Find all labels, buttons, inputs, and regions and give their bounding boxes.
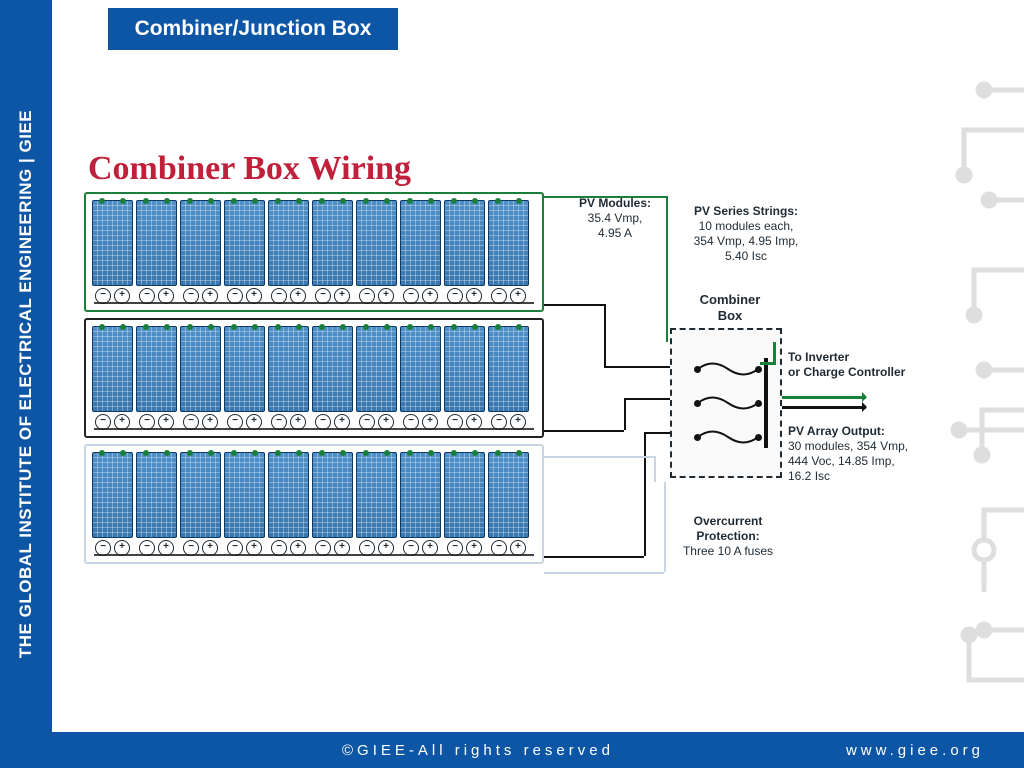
brand-sidebar-text: THE GLOBAL INSTITUTE OF ELECTRICAL ENGIN… — [16, 110, 36, 658]
pv-panel-icon — [444, 326, 485, 412]
annotation-heading: PV Array Output: — [788, 424, 948, 439]
output-wire-negative-icon — [782, 406, 866, 409]
pv-panel-icon — [136, 200, 177, 286]
annotation-heading2: Protection: — [658, 529, 798, 544]
slide-banner-title: Combiner/Junction Box — [135, 17, 372, 41]
pv-panel-icon — [180, 326, 221, 412]
annotation-line: Three 10 A fuses — [683, 544, 773, 558]
wire-icon — [604, 366, 670, 368]
wire-icon — [654, 456, 656, 482]
fuse-icon — [696, 362, 760, 376]
pv-panel-icon — [268, 326, 309, 412]
wire-icon — [544, 430, 624, 432]
pv-string-row — [88, 196, 540, 308]
annotation-pv-strings: PV Series Strings: 10 modules each, 354 … — [676, 204, 816, 264]
brand-sidebar: THE GLOBAL INSTITUTE OF ELECTRICAL ENGIN… — [0, 0, 52, 768]
pv-panel-icon — [356, 326, 397, 412]
pv-panel-icon — [224, 200, 265, 286]
pv-panel-icon — [224, 452, 265, 538]
fuse-icon — [696, 430, 760, 444]
slide-banner: Combiner/Junction Box — [108, 8, 398, 50]
combiner-label-line2: Box — [670, 308, 790, 324]
series-wire-icon — [94, 554, 534, 556]
pv-panel-icon — [180, 200, 221, 286]
wire-icon — [544, 304, 604, 306]
busbar-icon — [764, 358, 768, 448]
pv-panel-icon — [400, 200, 441, 286]
output-wire-positive-icon — [782, 396, 866, 399]
annotation-line: 354 Vmp, 4.95 Imp, — [694, 234, 799, 248]
annotation-line: 444 Voc, 14.85 Imp, — [788, 454, 895, 468]
fuse-icon — [696, 396, 760, 410]
diagram-title: Combiner Box Wiring — [88, 150, 411, 188]
brand-footer: ©GIEE-All rights reserved www.giee.org — [52, 732, 1024, 768]
combiner-box-icon — [670, 328, 782, 478]
pv-panel-icon — [444, 452, 485, 538]
annotation-output-dest: To Inverter or Charge Controller — [788, 350, 948, 380]
wire-icon — [544, 556, 644, 558]
ground-bar-icon — [773, 342, 776, 362]
annotation-line: 10 modules each, — [699, 219, 794, 233]
series-wire-icon — [94, 428, 534, 430]
circuit-trace-decoration-icon — [934, 70, 1024, 710]
annotation-array-output: PV Array Output: 30 modules, 354 Vmp, 44… — [788, 424, 948, 484]
pv-panel-icon — [136, 452, 177, 538]
annotation-heading: To Inverter — [788, 350, 948, 365]
annotation-line: 35.4 Vmp, — [588, 211, 643, 225]
annotation-overcurrent: Overcurrent Protection: Three 10 A fuses — [658, 514, 798, 559]
panel-strip — [92, 200, 529, 286]
wire-icon — [644, 432, 646, 556]
combiner-label-line1: Combiner — [670, 292, 790, 308]
pv-panel-icon — [488, 452, 529, 538]
annotation-heading: Overcurrent — [658, 514, 798, 529]
pv-panel-icon — [488, 326, 529, 412]
panel-strip — [92, 452, 529, 538]
pv-panel-icon — [92, 200, 133, 286]
pv-panel-icon — [444, 200, 485, 286]
annotation-line: or Charge Controller — [788, 365, 948, 380]
pv-panel-icon — [312, 200, 353, 286]
annotation-heading: PV Series Strings: — [676, 204, 816, 219]
pv-panel-icon — [400, 326, 441, 412]
wiring-diagram: Combiner Box PV Modules: — [88, 196, 868, 616]
wire-icon — [604, 304, 606, 366]
pv-panel-icon — [312, 326, 353, 412]
annotation-line: 30 modules, 354 Vmp, — [788, 439, 908, 453]
pv-panel-icon — [224, 326, 265, 412]
pv-string-row — [88, 448, 540, 560]
panel-strip — [92, 326, 529, 412]
footer-url: www.giee.org — [846, 742, 984, 759]
pv-panel-icon — [180, 452, 221, 538]
annotation-pv-modules: PV Modules: 35.4 Vmp, 4.95 A — [560, 196, 670, 241]
combiner-box-label: Combiner Box — [670, 292, 790, 325]
wire-icon — [644, 432, 670, 434]
wire-icon — [624, 398, 670, 400]
annotation-line: 16.2 Isc — [788, 469, 830, 483]
pv-panel-icon — [312, 452, 353, 538]
pv-panel-icon — [356, 452, 397, 538]
wire-icon — [544, 572, 664, 574]
pv-panel-icon — [488, 200, 529, 286]
annotation-line: 4.95 A — [598, 226, 632, 240]
pv-panel-icon — [92, 326, 133, 412]
footer-copyright: ©GIEE-All rights reserved — [342, 742, 614, 759]
pv-panel-icon — [268, 452, 309, 538]
pv-string-row — [88, 322, 540, 434]
wire-icon — [544, 456, 654, 458]
pv-panel-icon — [356, 200, 397, 286]
series-wire-icon — [94, 302, 534, 304]
pv-panel-icon — [268, 200, 309, 286]
annotation-heading: PV Modules: — [560, 196, 670, 211]
pv-panel-icon — [136, 326, 177, 412]
pv-panel-icon — [92, 452, 133, 538]
pv-panel-icon — [400, 452, 441, 538]
annotation-line: 5.40 Isc — [725, 249, 767, 263]
wire-icon — [624, 398, 626, 430]
